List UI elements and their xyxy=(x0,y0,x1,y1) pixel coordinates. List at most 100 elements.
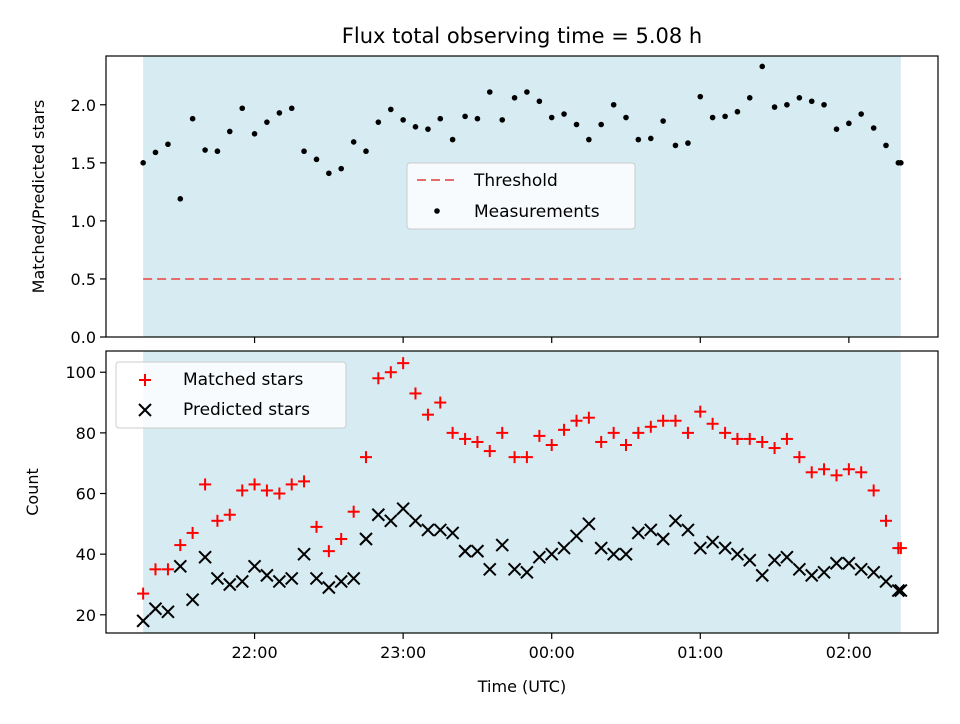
matched-star-point xyxy=(149,563,162,576)
predicted-star-stroke xyxy=(582,517,596,531)
predicted-star-stroke xyxy=(185,592,200,607)
predicted-star-stroke xyxy=(644,523,658,537)
matched-star-point xyxy=(236,484,249,497)
matched-star-point xyxy=(570,414,583,427)
matched-star-point xyxy=(298,475,311,488)
predicted-star-point xyxy=(767,553,782,567)
predicted-star-stroke xyxy=(445,526,460,540)
predicted-star-point xyxy=(433,523,447,537)
predicted-star-stroke xyxy=(891,583,906,598)
matched-star-point xyxy=(620,439,632,451)
predicted-star-stroke xyxy=(359,532,373,546)
measurement-point xyxy=(301,148,307,155)
predicted-star-stroke xyxy=(780,550,794,564)
predicted-star-point xyxy=(272,574,287,589)
matched-star-point xyxy=(793,451,806,464)
predicted-star-stroke xyxy=(161,605,175,619)
count-panel-frame xyxy=(105,350,939,634)
measurement-point xyxy=(821,101,827,108)
measurement-point xyxy=(870,125,877,131)
measurement-point xyxy=(425,126,431,132)
predicted-star-point xyxy=(891,583,906,598)
measurement-point xyxy=(388,106,394,113)
predicted-star-point xyxy=(334,574,348,589)
predicted-star-stroke xyxy=(545,547,559,561)
measurement-point xyxy=(202,147,208,153)
predicted-star-point xyxy=(755,568,769,583)
predicted-star-stroke xyxy=(297,547,311,561)
measurement-point xyxy=(536,98,543,105)
predicted-star-point xyxy=(693,541,707,555)
predicted-stars-markers xyxy=(136,501,908,628)
predicted-star-stroke xyxy=(619,547,633,561)
predicted-star-stroke xyxy=(470,544,485,558)
matched-star-point xyxy=(533,429,546,442)
predicted-star-point xyxy=(483,562,497,577)
predicted-star-stroke xyxy=(767,553,782,567)
predicted-star-stroke xyxy=(594,541,608,555)
predicted-star-stroke xyxy=(879,574,893,589)
matched-star-point xyxy=(719,426,732,439)
legend-matched-label: Matched stars xyxy=(183,370,303,390)
measurement-point xyxy=(338,165,344,172)
predicted-star-point xyxy=(396,501,410,516)
predicted-star-point xyxy=(829,556,844,570)
predicted-star-point xyxy=(705,535,720,549)
predicted-star-stroke xyxy=(854,562,868,577)
x-tick-label: 00:00 xyxy=(529,643,575,662)
predicted-star-stroke xyxy=(520,565,534,580)
predicted-star-point xyxy=(718,541,732,555)
measurement-point xyxy=(474,115,481,122)
predicted-star-point xyxy=(507,562,522,577)
count-legend: Matched stars Predicted stars xyxy=(115,361,347,429)
matched-star-point xyxy=(657,414,670,427)
measurement-point xyxy=(313,156,320,163)
measurement-point xyxy=(586,136,592,143)
measurement-point xyxy=(833,126,840,132)
count-x-ticks: 22:00 23:00 00:00 01:00 02:00 xyxy=(232,633,872,662)
x-tick-label: 01:00 xyxy=(677,643,723,662)
measurement-point xyxy=(734,108,741,115)
matched-star-point xyxy=(223,508,236,521)
matched-star-point xyxy=(397,357,410,370)
x-axis-label: Time (UTC) xyxy=(477,677,566,696)
predicted-star-stroke xyxy=(322,580,336,595)
predicted-star-stroke xyxy=(396,501,410,516)
measurement-point xyxy=(648,135,654,142)
measurement-point xyxy=(610,101,617,108)
measurement-point xyxy=(499,117,506,123)
y-tick-label: 0.5 xyxy=(71,270,96,289)
measurement-point xyxy=(846,120,852,127)
measurement-point xyxy=(375,119,382,125)
measurement-point xyxy=(152,149,159,156)
measurement-point xyxy=(462,113,468,120)
predicted-star-stroke xyxy=(346,571,361,586)
predicted-star-point xyxy=(805,568,819,583)
predicted-star-stroke xyxy=(433,523,447,537)
ratio-panel: 0.00.51.01.52.0 Matched/Predicted stars … xyxy=(29,55,939,347)
count-y-axis-label: Count xyxy=(23,468,42,516)
predicted-star-point xyxy=(569,529,584,543)
predicted-star-point xyxy=(247,559,262,573)
predicted-star-stroke xyxy=(705,535,720,549)
predicted-star-stroke xyxy=(173,559,187,573)
matched-star-point xyxy=(607,426,620,439)
measurement-point xyxy=(771,104,778,110)
measurement-point xyxy=(898,160,904,166)
measurement-point xyxy=(412,124,419,130)
predicted-star-point xyxy=(582,517,596,531)
matched-star-point xyxy=(421,408,434,421)
predicted-star-stroke xyxy=(743,553,757,567)
predicted-star-point xyxy=(495,538,509,552)
measurement-point xyxy=(858,111,864,117)
predicted-star-stroke xyxy=(631,526,646,540)
measurement-point xyxy=(709,114,716,121)
measurement-point xyxy=(326,170,332,177)
matched-star-point xyxy=(322,545,335,558)
y-tick-label: 20 xyxy=(76,606,96,625)
predicted-star-stroke xyxy=(557,541,571,555)
measurement-point xyxy=(796,95,803,101)
matched-star-point xyxy=(285,478,298,491)
measurement-points xyxy=(140,63,904,202)
predicted-star-stroke xyxy=(805,568,819,583)
